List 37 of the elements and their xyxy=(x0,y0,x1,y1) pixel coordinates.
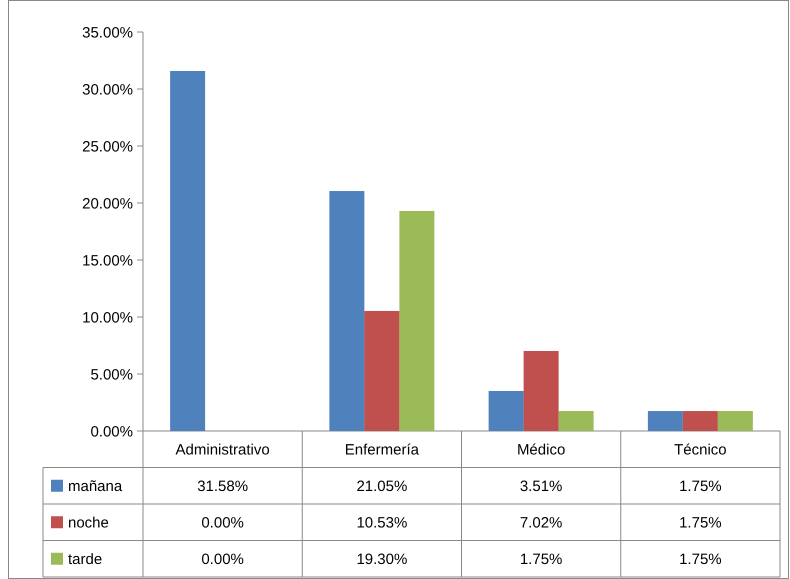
y-tick-label: 15.00% xyxy=(82,252,133,270)
bar xyxy=(718,411,753,431)
bar xyxy=(524,350,559,431)
data-label: 3.51% xyxy=(520,478,562,495)
y-tick-label: 30.00% xyxy=(82,81,133,98)
bar xyxy=(682,411,718,431)
data-label: 1.75% xyxy=(679,514,722,532)
data-label: 7.02% xyxy=(520,514,562,532)
legend-label: tarde xyxy=(68,551,102,568)
bar xyxy=(399,210,434,431)
bar xyxy=(558,411,594,431)
legend-label: noche xyxy=(68,514,109,532)
x-tick-label: Técnico xyxy=(674,442,727,458)
y-tick-label: 25.00% xyxy=(82,138,133,156)
data-label: 1.75% xyxy=(679,478,722,495)
bar xyxy=(648,411,683,431)
y-tick-label: 10.00% xyxy=(82,309,133,326)
data-label: 1.75% xyxy=(520,551,562,568)
data-label: 0.00% xyxy=(201,551,244,568)
bar xyxy=(170,70,206,431)
y-tick-label: 0.00% xyxy=(90,423,133,440)
data-label: 31.58% xyxy=(197,478,248,495)
y-tick-label: 35.00% xyxy=(82,24,133,42)
data-label: 0.00% xyxy=(201,514,244,532)
x-tick-label: Enfermería xyxy=(344,442,420,458)
y-tick-label: 5.00% xyxy=(90,366,133,384)
data-label: 1.75% xyxy=(679,551,722,568)
bar xyxy=(488,390,524,431)
data-label: 19.30% xyxy=(356,551,408,568)
y-tick-label: 20.00% xyxy=(82,195,133,212)
bar xyxy=(364,310,400,431)
data-label: 21.05% xyxy=(356,478,408,495)
data-label: 10.53% xyxy=(356,514,408,532)
x-tick-label: Administrativo xyxy=(176,442,270,458)
x-tick-label: Médico xyxy=(516,442,566,458)
bar xyxy=(329,191,364,431)
legend-label: mañana xyxy=(68,478,123,495)
